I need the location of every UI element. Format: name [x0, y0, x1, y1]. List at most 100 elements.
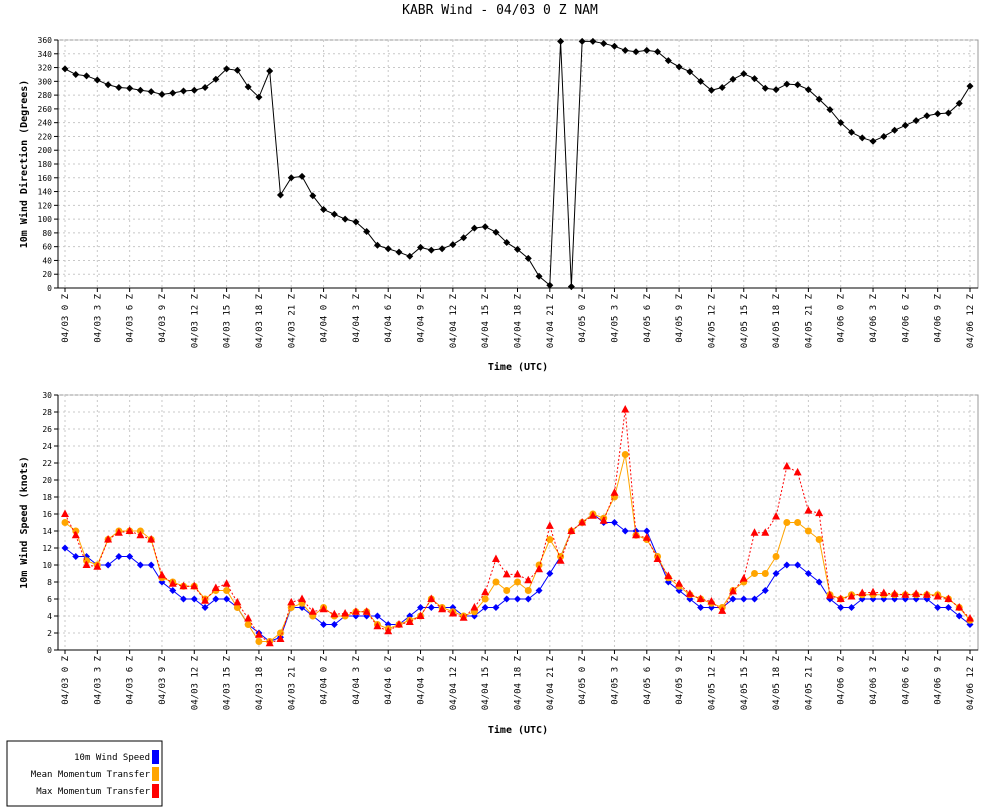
point — [675, 579, 684, 587]
x-tick-label: 04/04 0 Z — [320, 293, 330, 342]
point — [427, 594, 436, 602]
x-tick-label: 04/04 6 Z — [384, 655, 394, 704]
point — [546, 281, 554, 289]
point — [740, 70, 748, 78]
point — [492, 578, 500, 586]
point — [190, 86, 198, 94]
point — [815, 578, 823, 586]
point — [212, 75, 220, 83]
y-tick-label: 10 — [42, 561, 52, 570]
legend-label: Max Momentum Transfer — [36, 787, 150, 797]
x-tick-label: 04/05 9 Z — [675, 655, 685, 704]
x-tick-label: 04/05 0 Z — [578, 293, 588, 342]
point — [438, 245, 446, 253]
point — [320, 205, 328, 213]
point — [61, 519, 69, 526]
x-tick-label: 04/03 21 Z — [287, 655, 297, 710]
x-tick-label: 04/05 15 Z — [740, 293, 750, 348]
point — [772, 86, 780, 94]
x-tick-label: 04/04 12 Z — [449, 293, 459, 348]
point — [320, 621, 328, 628]
point — [223, 587, 231, 594]
point — [804, 570, 812, 577]
point — [599, 516, 608, 524]
point — [503, 587, 511, 594]
point — [481, 595, 489, 603]
point — [201, 604, 209, 611]
point — [707, 86, 715, 94]
point — [481, 223, 489, 231]
point — [934, 110, 942, 118]
y-tick-label: 20 — [42, 270, 52, 279]
point — [751, 75, 759, 83]
point — [891, 126, 899, 134]
y-tick-label: 220 — [38, 132, 53, 141]
x-tick-label: 04/04 12 Z — [449, 655, 459, 710]
y-tick-label: 28 — [42, 408, 52, 417]
x-tick-label: 04/04 21 Z — [546, 293, 556, 348]
point — [136, 530, 145, 539]
point — [351, 607, 360, 615]
point — [223, 595, 231, 603]
point — [104, 561, 112, 569]
point — [632, 530, 641, 539]
legend-swatch — [152, 750, 159, 764]
point — [794, 519, 802, 526]
point — [233, 597, 242, 606]
x-tick-label: 04/03 18 Z — [255, 293, 265, 348]
point — [675, 63, 683, 71]
x-axis-label: Time (UTC) — [488, 724, 548, 736]
x-tick-label: 04/06 6 Z — [901, 655, 911, 704]
point — [82, 560, 91, 568]
point — [61, 509, 69, 517]
point — [180, 595, 188, 603]
x-tick-label: 04/04 6 Z — [384, 293, 394, 342]
point — [448, 608, 457, 617]
point — [826, 106, 834, 114]
y-tick-label: 160 — [38, 174, 53, 183]
point — [697, 604, 705, 611]
point — [147, 561, 155, 569]
y-tick-label: 260 — [38, 105, 53, 114]
x-tick-label: 04/03 12 Z — [190, 655, 200, 710]
x-tick-label: 04/03 9 Z — [158, 655, 168, 704]
point — [298, 594, 307, 602]
x-tick-label: 04/03 3 Z — [93, 655, 103, 704]
y-tick-label: 12 — [42, 544, 52, 553]
y-tick-label: 180 — [38, 160, 53, 169]
point — [491, 554, 500, 563]
point — [169, 587, 177, 594]
point — [93, 76, 101, 84]
legend-swatch — [152, 784, 159, 798]
point — [514, 578, 521, 586]
point — [147, 535, 156, 543]
y-tick-label: 300 — [38, 77, 53, 86]
point — [233, 604, 241, 611]
point — [147, 88, 155, 96]
point — [308, 607, 317, 615]
point — [201, 596, 210, 604]
point — [815, 536, 823, 543]
point — [61, 544, 69, 552]
point — [653, 554, 662, 563]
point — [287, 604, 295, 611]
legend-swatch — [152, 767, 159, 781]
y-tick-label: 120 — [38, 201, 53, 210]
point — [83, 72, 91, 80]
y-tick-label: 40 — [42, 256, 52, 265]
point — [922, 590, 931, 598]
x-tick-label: 04/05 18 Z — [772, 293, 782, 348]
y-tick-label: 360 — [38, 36, 53, 45]
point — [869, 587, 878, 596]
point — [503, 239, 511, 247]
x-tick-label: 04/04 15 Z — [481, 293, 491, 348]
point — [384, 245, 392, 253]
point — [244, 83, 252, 91]
point — [157, 570, 166, 579]
point — [502, 569, 511, 578]
point — [696, 594, 705, 602]
y-tick-label: 16 — [42, 510, 52, 519]
y-tick-label: 14 — [42, 527, 52, 536]
x-tick-label: 04/06 3 Z — [869, 293, 879, 342]
point — [901, 590, 910, 598]
